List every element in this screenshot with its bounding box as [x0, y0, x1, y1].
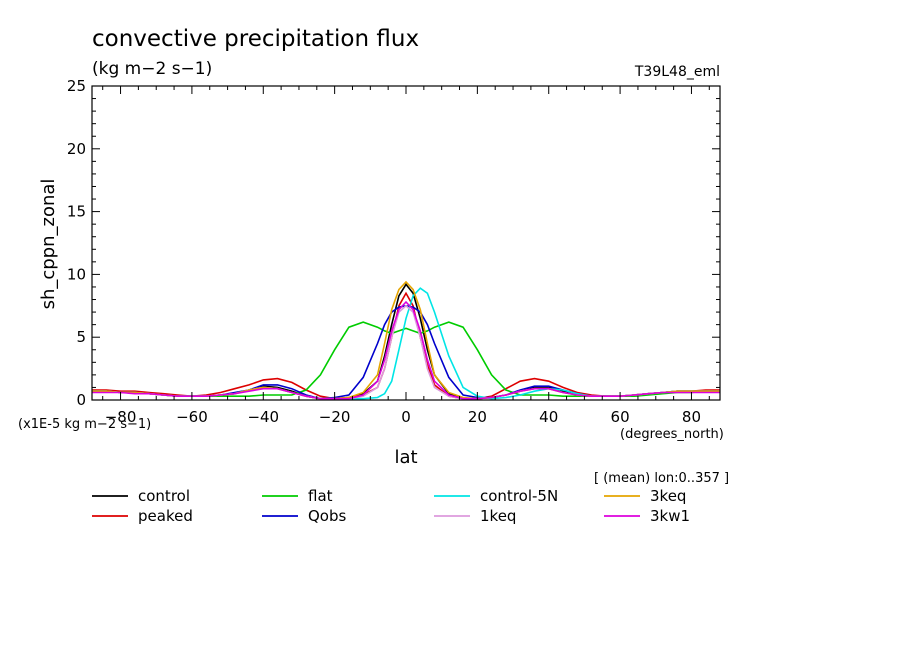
x-axis: −80 −60 −40 −20 0 20 40 60 80	[102, 86, 710, 426]
series-layer	[92, 280, 720, 400]
y-axis-label: sh_cppn_zonal	[38, 179, 59, 310]
x-tick-label: −40	[247, 408, 279, 426]
x-tick-label: 20	[468, 408, 487, 426]
series-line-3keq	[92, 280, 720, 400]
legend-label-3keq: 3keq	[650, 487, 686, 505]
legend-label-3kw1: 3kw1	[650, 507, 690, 525]
x-units-label: (degrees_north)	[620, 427, 724, 442]
x-tick-label: −80	[105, 408, 137, 426]
legend-label-flat: flat	[308, 487, 333, 505]
legend-label-1keq: 1keq	[480, 507, 516, 525]
legend-label-qobs: Qobs	[308, 507, 347, 525]
x-tick-label: −60	[176, 408, 208, 426]
units-label: (kg m−2 s−1)	[92, 59, 212, 79]
y-tick-label: 0	[76, 391, 86, 409]
legend-label-control: control	[138, 487, 190, 505]
chart-title: convective precipitation flux	[92, 26, 419, 52]
series-line-3kw1	[92, 300, 720, 400]
series-line-flat	[92, 321, 720, 398]
x-tick-label: −20	[319, 408, 351, 426]
x-tick-label: 40	[539, 408, 558, 426]
y-tick-label: 20	[67, 140, 86, 158]
averaging-note: [ (mean) lon:0..357 ]	[594, 471, 729, 486]
legend-label-peaked: peaked	[138, 507, 193, 525]
x-axis-label: lat	[394, 447, 417, 468]
y-tick-label: 25	[67, 77, 86, 95]
series-line-peaked	[92, 291, 720, 400]
legend: control flat control-5N 3keq peaked Qobs 1keq 3…	[92, 487, 690, 525]
x-tick-label: 0	[401, 408, 411, 426]
x-tick-label: 60	[611, 408, 630, 426]
y-scale-note: (x1E-5 kg m−2 s−1)	[18, 417, 151, 432]
x-tick-label: 80	[682, 408, 701, 426]
y-tick-label: 15	[67, 203, 86, 221]
y-tick-label: 10	[67, 265, 86, 283]
y-axis: 0 5 10 15 20 25	[67, 77, 720, 409]
legend-label-control-5n: control-5N	[480, 487, 558, 505]
plot-frame	[91, 85, 721, 401]
y-tick-label: 5	[76, 328, 86, 346]
experiment-tag: T39L48_eml	[634, 64, 720, 80]
